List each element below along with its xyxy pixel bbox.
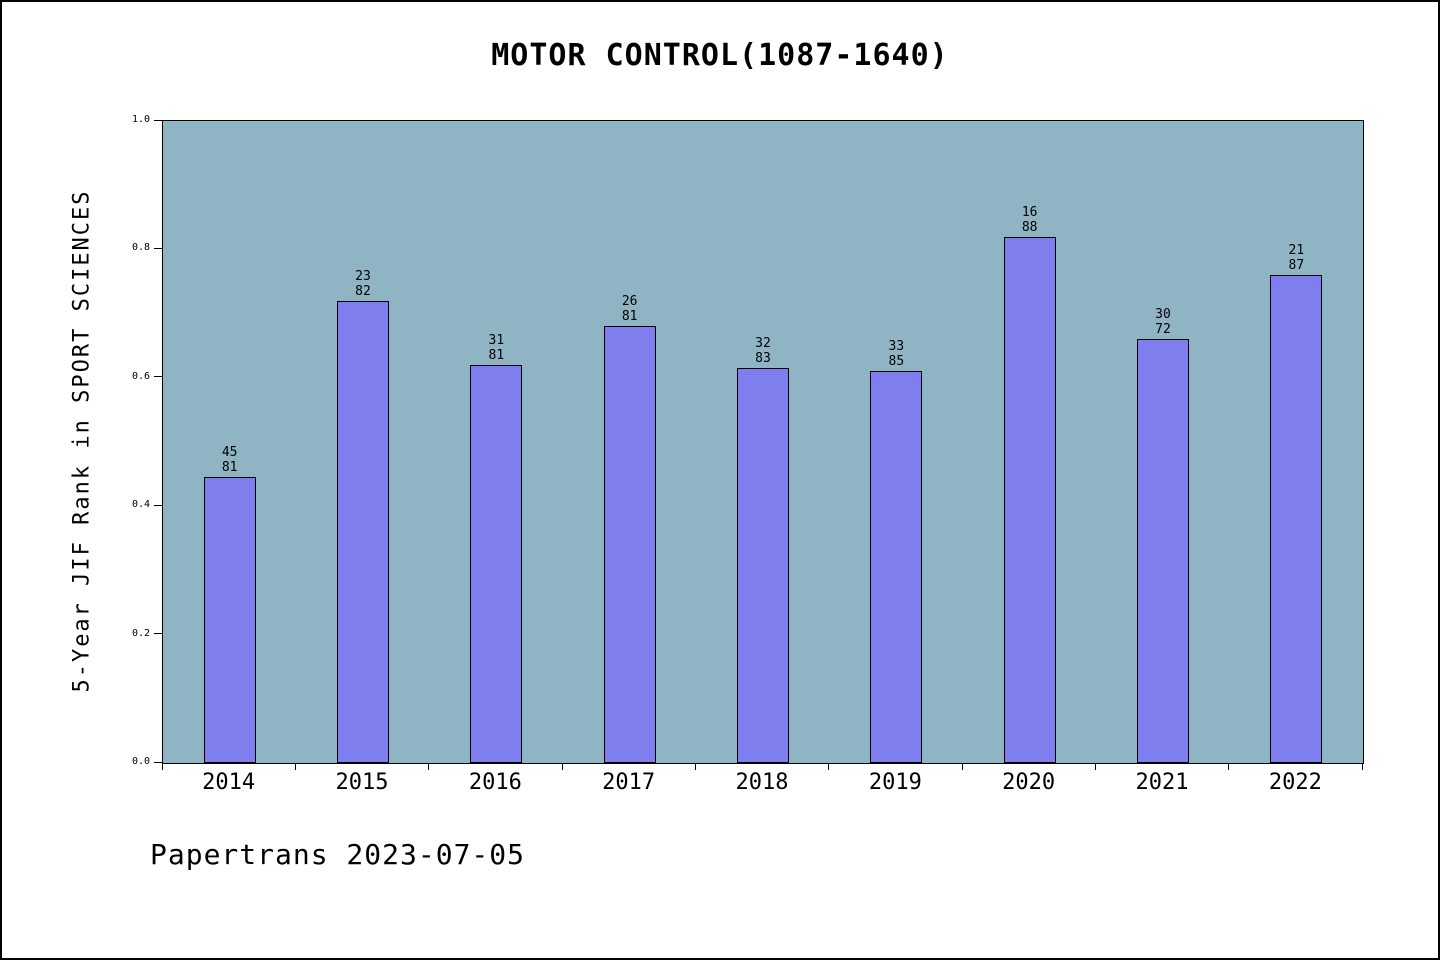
x-tick-mark xyxy=(1361,763,1363,770)
x-tick-mark xyxy=(1228,763,1230,770)
x-tick-label-2020: 2020 xyxy=(1002,770,1056,795)
y-tick-mark xyxy=(154,119,162,121)
bar-value-label-2014: 45 81 xyxy=(221,445,238,475)
bar-value-label-2020: 16 88 xyxy=(1021,205,1038,235)
x-tick-label-2022: 2022 xyxy=(1268,770,1322,795)
x-tick-mark xyxy=(161,763,163,770)
plot-area: 45 81 23 82 31 81 26 81 32 83 33 85 16 88 30 72… xyxy=(162,120,1364,764)
y-axis-label: 5-Year JIF Rank in SPORT SCIENCES xyxy=(69,189,95,693)
bar-value-label-2016: 31 81 xyxy=(488,333,505,363)
y-tick-label: 0.4 xyxy=(131,499,150,511)
y-tick-label: 0.2 xyxy=(131,627,150,639)
x-tick-mark xyxy=(561,763,563,770)
bar-2018 xyxy=(737,368,789,763)
bar-2021 xyxy=(1137,339,1189,763)
x-tick-mark xyxy=(961,763,963,770)
bar-2014 xyxy=(203,477,256,763)
x-tick-mark xyxy=(294,763,296,770)
bar-2016 xyxy=(470,365,523,763)
x-tick-label-2021: 2021 xyxy=(1135,770,1189,795)
x-tick-mark xyxy=(694,763,696,770)
y-tick-label: 0.0 xyxy=(131,756,150,767)
x-tick-mark xyxy=(828,763,830,770)
x-tick-label-2014: 2014 xyxy=(202,770,256,795)
bar-value-label-2019: 33 85 xyxy=(888,339,905,369)
y-tick-mark xyxy=(154,761,162,763)
chart-title: MOTOR CONTROL(1087-1640) xyxy=(491,38,949,73)
bar-2017 xyxy=(603,326,656,763)
x-tick-mark xyxy=(428,763,430,770)
bar-value-label-2021: 30 72 xyxy=(1155,307,1171,337)
bar-2020 xyxy=(1003,237,1056,763)
bar-value-label-2022: 21 87 xyxy=(1288,243,1305,273)
y-tick-mark xyxy=(154,376,162,378)
x-tick-label-2018: 2018 xyxy=(735,770,789,795)
x-tick-label-2019: 2019 xyxy=(868,770,922,795)
x-tick-label-2015: 2015 xyxy=(335,770,389,795)
x-tick-label-2017: 2017 xyxy=(602,770,656,795)
y-tick-label: 0.6 xyxy=(131,370,150,382)
y-tick-mark xyxy=(154,504,162,506)
x-tick-label-2016: 2016 xyxy=(468,770,522,795)
y-tick-label: 0.8 xyxy=(131,242,150,254)
y-tick-mark xyxy=(154,247,162,249)
footer-text: Papertrans 2023-07-05 xyxy=(150,838,526,871)
y-tick-label: 1.0 xyxy=(131,114,150,125)
y-tick-mark xyxy=(154,633,162,635)
bar-2019 xyxy=(870,371,923,763)
x-tick-mark xyxy=(1094,763,1096,770)
bar-value-label-2015: 23 82 xyxy=(355,269,371,299)
bar-2015 xyxy=(337,301,389,763)
bar-value-label-2018: 32 83 xyxy=(755,336,771,366)
bar-value-label-2017: 26 81 xyxy=(621,294,638,324)
bar-2022 xyxy=(1270,275,1323,763)
